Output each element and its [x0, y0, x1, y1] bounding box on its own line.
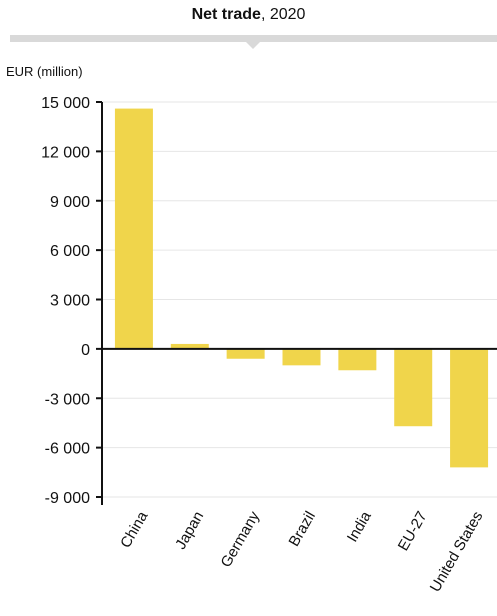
x-category-label: India: [344, 508, 375, 545]
bar-india: [338, 348, 377, 371]
x-category-label: United States: [427, 508, 487, 594]
y-tick-label: 3 000: [50, 293, 90, 310]
y-tick-label: 12 000: [41, 144, 90, 161]
y-tick-label: -3 000: [45, 391, 90, 408]
x-category-label: Germany: [218, 508, 264, 570]
y-tick-label: 0: [81, 342, 90, 359]
bar-china: [114, 108, 153, 349]
y-tick-label: 9 000: [50, 194, 90, 211]
x-category-label: Japan: [172, 509, 207, 553]
bar-germany: [226, 348, 265, 359]
y-tick-label: 15 000: [41, 95, 90, 112]
y-tick-label: -6 000: [45, 441, 90, 458]
bar-japan: [170, 343, 209, 349]
y-tick-label: 6 000: [50, 243, 90, 260]
y-tick-label: -9 000: [45, 490, 90, 507]
x-category-label: China: [117, 508, 152, 551]
bar-brazil: [282, 348, 321, 366]
chart-title-bold: Net trade: [191, 6, 261, 23]
x-category-label: EU-27: [395, 509, 431, 554]
bar-eu-27: [394, 348, 433, 427]
chart-title-year: , 2020: [260, 6, 306, 23]
title-separator-notch-icon: [246, 42, 260, 49]
chart-title: Net trade, 2020: [0, 6, 497, 24]
title-separator-band: [10, 35, 497, 42]
y-axis-unit-label: EUR (million): [6, 64, 83, 79]
x-category-label: Brazil: [285, 509, 318, 550]
bar-united-states: [450, 348, 489, 468]
